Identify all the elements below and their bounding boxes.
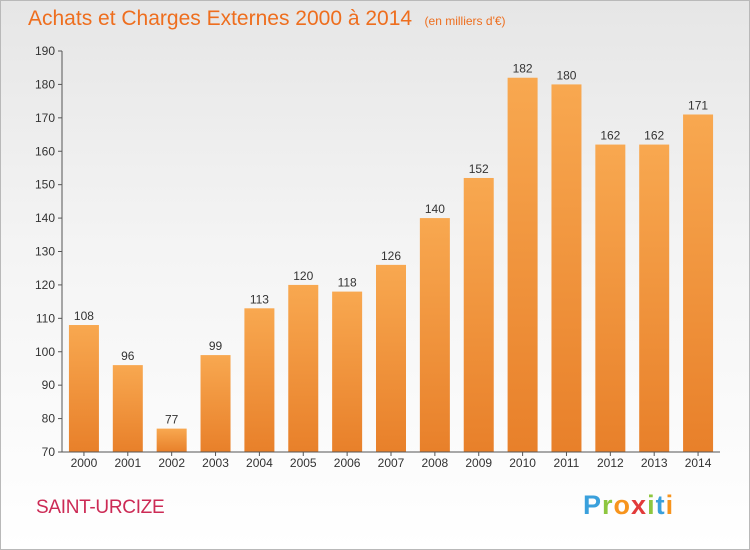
- bar-2004: [244, 308, 275, 452]
- y-tick-label: 140: [35, 211, 55, 225]
- value-label-2009: 152: [469, 162, 489, 176]
- commune-name: SAINT-URCIZE: [36, 497, 165, 518]
- bars: [68, 77, 714, 453]
- value-label-2013: 162: [644, 129, 664, 143]
- bar-2014: [683, 114, 714, 452]
- y-tick-label: 160: [35, 144, 55, 158]
- x-tick-label-2004: 2004: [246, 456, 273, 470]
- x-tick-label-2006: 2006: [334, 456, 361, 470]
- y-tick-label: 130: [35, 245, 55, 259]
- value-label-2006: 118: [338, 276, 357, 290]
- value-labels: 108 96 77 99 113 120 118 126 140 152 182 180 162 162 1…: [74, 62, 708, 427]
- bar-2005: [288, 284, 319, 452]
- value-label-2004: 113: [250, 292, 269, 306]
- x-tick-label-2001: 2001: [114, 456, 141, 470]
- x-tick-label-2014: 2014: [685, 456, 712, 470]
- x-tick-label-2009: 2009: [465, 456, 492, 470]
- logo-letter: i: [665, 490, 675, 520]
- bar-2002: [156, 428, 187, 452]
- x-tick-label-2008: 2008: [422, 456, 449, 470]
- bar-2000: [68, 325, 99, 452]
- chart-unit: (en milliers d'€): [424, 14, 506, 28]
- bar-2010: [507, 77, 538, 452]
- value-label-2000: 108: [74, 309, 94, 323]
- value-label-2008: 140: [425, 202, 445, 216]
- logo-letter: t: [655, 490, 666, 520]
- y-tick-label: 110: [36, 311, 55, 325]
- title-row: Achats et Charges Externes 2000 à 2014 (…: [28, 7, 506, 31]
- bar-2001: [112, 365, 143, 452]
- bar-2007: [376, 264, 406, 452]
- x-tick-label-2013: 2013: [641, 456, 668, 470]
- chart-title: Achats et Charges Externes 2000 à 2014: [28, 7, 413, 30]
- bar-2008: [419, 218, 450, 452]
- bar-2011: [551, 84, 582, 453]
- logo-letter: x: [631, 490, 648, 520]
- value-label-2010: 182: [513, 62, 533, 76]
- y-tick-label: 70: [42, 445, 56, 459]
- x-tick-label-2003: 2003: [202, 456, 229, 470]
- x-tick-label-2005: 2005: [290, 456, 317, 470]
- bar-2013: [639, 144, 670, 453]
- x-tick-label-2007: 2007: [378, 456, 405, 470]
- y-tick-label: 120: [35, 278, 55, 292]
- bar-2003: [200, 355, 231, 452]
- logo-letter: o: [613, 490, 632, 520]
- bar-2006: [332, 291, 363, 452]
- x-tick-label-2010: 2010: [509, 456, 536, 470]
- value-label-2012: 162: [600, 129, 620, 143]
- value-label-2001: 96: [121, 349, 135, 363]
- logo-letter: i: [647, 490, 656, 520]
- logo-letter: P: [583, 490, 603, 520]
- value-label-2005: 120: [293, 269, 313, 283]
- y-tick-label: 170: [35, 111, 55, 125]
- y-tick-label: 150: [35, 178, 55, 192]
- y-tick-label: 90: [42, 378, 56, 392]
- x-tick-label-2012: 2012: [597, 456, 624, 470]
- bar-2009: [463, 177, 494, 452]
- y-tick-label: 80: [42, 412, 56, 426]
- x-tick-label-2011: 2011: [554, 456, 580, 470]
- logo-letter: r: [602, 490, 614, 520]
- x-axis: 2000 2001 2002 2003 2004 2005 2006 2007 2008 2009…: [62, 451, 720, 470]
- value-label-2007: 126: [381, 249, 401, 263]
- y-tick-label: 180: [35, 77, 55, 91]
- value-label-2003: 99: [209, 339, 223, 353]
- x-tick-label-2002: 2002: [158, 456, 185, 470]
- y-axis: 70 80 90 100 110 120 130 140 150 160 170 180 190: [35, 44, 63, 459]
- y-tick-label: 100: [35, 345, 55, 359]
- x-tick-label-2000: 2000: [71, 456, 98, 470]
- value-label-2014: 171: [688, 98, 708, 112]
- y-tick-label: 190: [35, 44, 55, 58]
- bar-2012: [595, 144, 626, 453]
- proxiti-logo: Proxiti: [583, 490, 674, 521]
- value-label-2002: 77: [165, 413, 179, 427]
- value-label-2011: 180: [556, 68, 576, 82]
